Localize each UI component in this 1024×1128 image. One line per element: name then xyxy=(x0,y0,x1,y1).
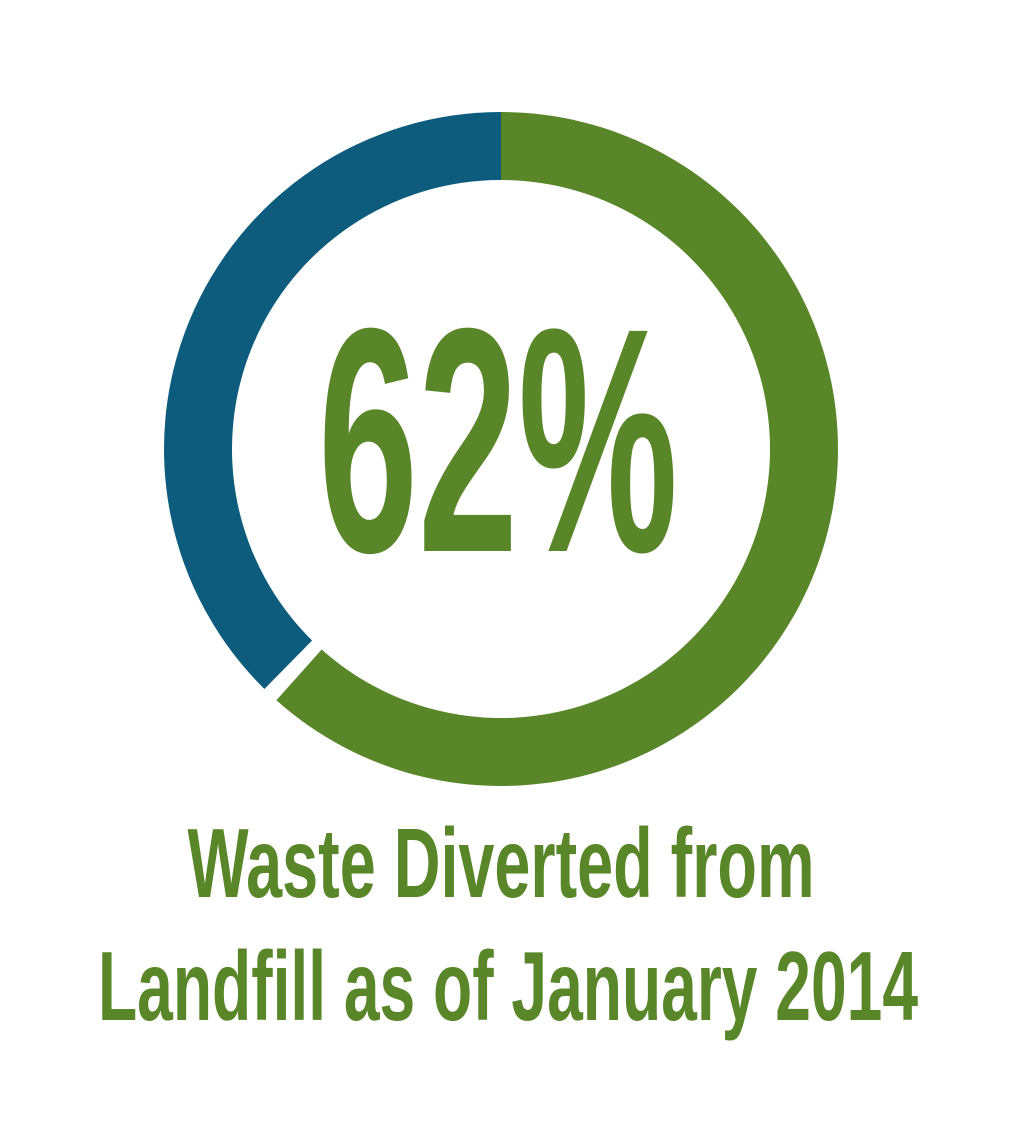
caption-line-1: Waste Diverted from xyxy=(188,808,815,918)
donut-slice-remaining xyxy=(163,112,501,689)
donut-center-percentage: 62% xyxy=(318,261,678,619)
donut-slice-diverted xyxy=(276,112,838,786)
caption-line-2: Landfill as of January 2014 xyxy=(98,931,918,1041)
